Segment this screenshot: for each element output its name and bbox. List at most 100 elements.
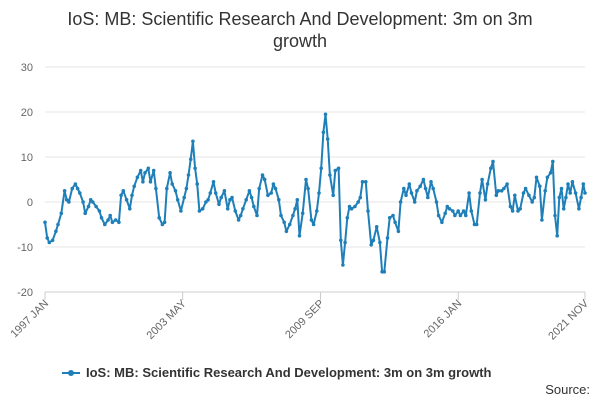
- data-point[interactable]: [75, 186, 80, 191]
- data-point[interactable]: [480, 177, 484, 182]
- data-point[interactable]: [358, 195, 363, 200]
- data-point[interactable]: [502, 186, 506, 191]
- data-point[interactable]: [173, 189, 178, 193]
- data-point[interactable]: [266, 193, 270, 198]
- data-point[interactable]: [300, 211, 305, 216]
- data-point[interactable]: [451, 209, 455, 213]
- data-point[interactable]: [402, 186, 406, 191]
- data-point[interactable]: [146, 166, 151, 171]
- data-point[interactable]: [269, 191, 274, 195]
- data-point[interactable]: [545, 175, 550, 180]
- data-point[interactable]: [130, 193, 134, 198]
- data-point[interactable]: [249, 195, 254, 200]
- data-point[interactable]: [64, 198, 69, 202]
- data-point[interactable]: [208, 191, 213, 195]
- data-point[interactable]: [200, 207, 205, 211]
- data-point[interactable]: [407, 182, 412, 186]
- data-point[interactable]: [170, 182, 174, 186]
- data-point[interactable]: [393, 220, 397, 225]
- data-point[interactable]: [523, 186, 528, 191]
- data-point[interactable]: [45, 236, 49, 240]
- data-point[interactable]: [561, 207, 566, 211]
- data-point[interactable]: [284, 229, 289, 234]
- data-point[interactable]: [99, 216, 104, 220]
- data-point[interactable]: [121, 189, 126, 193]
- data-point[interactable]: [317, 191, 321, 195]
- data-point[interactable]: [162, 220, 167, 225]
- data-point[interactable]: [83, 211, 87, 216]
- data-point[interactable]: [132, 184, 136, 189]
- data-point[interactable]: [141, 180, 145, 184]
- data-point[interactable]: [304, 177, 308, 182]
- data-point[interactable]: [339, 238, 343, 243]
- data-point[interactable]: [193, 166, 197, 171]
- data-point[interactable]: [530, 200, 534, 204]
- data-point[interactable]: [453, 213, 457, 218]
- data-point[interactable]: [333, 168, 338, 173]
- data-point[interactable]: [505, 182, 509, 186]
- data-point[interactable]: [349, 207, 354, 211]
- data-point[interactable]: [206, 198, 210, 202]
- data-point[interactable]: [110, 220, 115, 225]
- data-point[interactable]: [291, 213, 295, 218]
- data-point[interactable]: [345, 216, 350, 220]
- data-point[interactable]: [309, 218, 314, 222]
- data-point[interactable]: [573, 191, 578, 195]
- data-point[interactable]: [557, 195, 562, 200]
- data-point[interactable]: [244, 198, 248, 202]
- data-point[interactable]: [426, 195, 430, 200]
- data-point[interactable]: [347, 204, 352, 209]
- data-point[interactable]: [415, 189, 419, 193]
- data-point[interactable]: [43, 220, 47, 225]
- data-point[interactable]: [197, 209, 202, 213]
- data-point[interactable]: [548, 171, 553, 175]
- data-point[interactable]: [238, 213, 243, 218]
- data-point[interactable]: [262, 177, 267, 182]
- data-point[interactable]: [257, 186, 262, 191]
- data-point[interactable]: [431, 186, 436, 191]
- data-point[interactable]: [496, 189, 501, 193]
- data-point[interactable]: [474, 222, 479, 227]
- data-point[interactable]: [204, 200, 208, 204]
- data-point[interactable]: [236, 218, 241, 222]
- data-point[interactable]: [510, 209, 515, 213]
- data-point[interactable]: [559, 186, 564, 191]
- data-point[interactable]: [534, 175, 539, 180]
- data-point[interactable]: [421, 177, 426, 182]
- data-point[interactable]: [255, 213, 259, 218]
- data-point[interactable]: [94, 204, 98, 209]
- data-point[interactable]: [81, 200, 85, 204]
- data-point[interactable]: [489, 166, 493, 171]
- data-point[interactable]: [62, 189, 67, 193]
- data-point[interactable]: [464, 213, 468, 218]
- data-point[interactable]: [499, 189, 504, 193]
- data-point[interactable]: [360, 180, 365, 184]
- data-point[interactable]: [54, 229, 58, 234]
- data-point[interactable]: [378, 240, 382, 245]
- data-point[interactable]: [434, 200, 439, 204]
- data-point[interactable]: [67, 200, 71, 204]
- data-point[interactable]: [103, 222, 107, 227]
- data-point[interactable]: [293, 207, 297, 211]
- data-point[interactable]: [279, 213, 283, 218]
- data-point[interactable]: [328, 173, 332, 177]
- data-point[interactable]: [70, 186, 74, 191]
- data-point[interactable]: [325, 137, 330, 141]
- data-point[interactable]: [467, 191, 471, 195]
- data-point[interactable]: [124, 198, 129, 202]
- data-point[interactable]: [311, 222, 316, 227]
- data-point[interactable]: [165, 186, 169, 191]
- data-point[interactable]: [119, 193, 123, 198]
- data-point[interactable]: [306, 186, 310, 191]
- data-point[interactable]: [436, 213, 441, 218]
- data-point[interactable]: [59, 211, 64, 216]
- data-point[interactable]: [73, 182, 78, 186]
- data-point[interactable]: [445, 204, 450, 209]
- data-point[interactable]: [418, 184, 423, 189]
- data-point[interactable]: [583, 191, 587, 195]
- data-point[interactable]: [404, 193, 408, 198]
- data-point[interactable]: [211, 180, 216, 184]
- data-point[interactable]: [429, 180, 433, 184]
- data-point[interactable]: [321, 130, 326, 135]
- data-point[interactable]: [440, 220, 444, 225]
